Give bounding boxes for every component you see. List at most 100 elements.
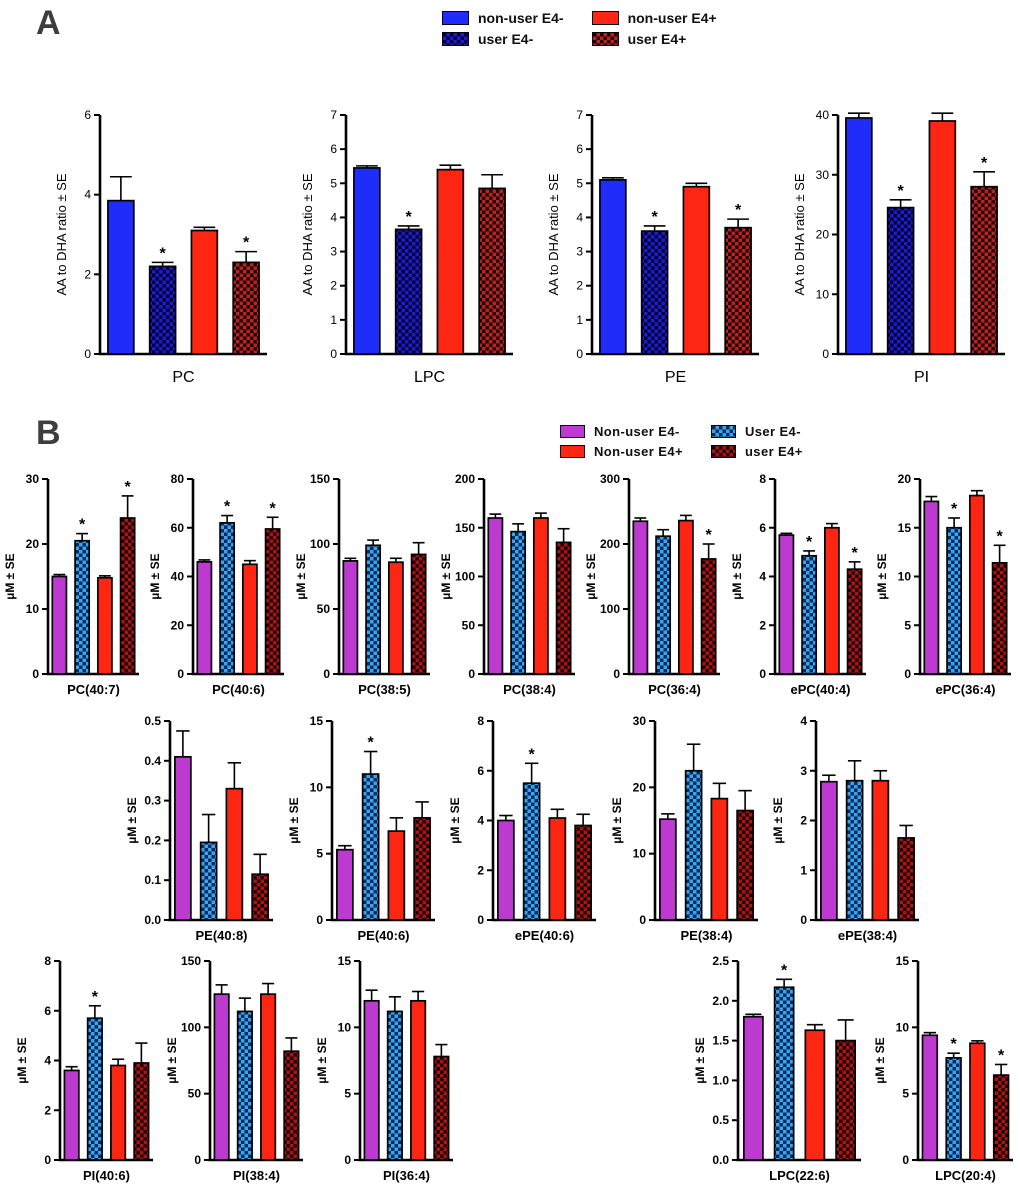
y-tick-label: 5 [904,618,911,632]
y-tick-label: 10 [898,570,912,584]
x-axis-label: LPC [414,369,445,386]
y-axis-label: µM ± SE [15,1037,29,1083]
chart-PE(38:4): 0 10 20 30 µM ± SE PE(38:4) [609,708,763,948]
y-tick-label: 5 [330,176,337,190]
y-tick-label: 6 [477,764,484,778]
y-axis-label: µM ± SE [771,797,785,843]
y-tick-label: 10 [26,602,40,616]
panel-b-charts-row3-left: 0 2 4 6 8 µM ± SE * PI(40:6) 0 50 100 150 µM ± SE PI(… [14,948,458,1188]
y-axis-label: µM ± SE [439,553,453,599]
chart-LPC: 0 1 2 3 4 5 6 7 AA to DHA ratio ± SE * LPC [300,102,518,390]
sig-asterisk: * [851,545,858,562]
y-axis-label: µM ± SE [693,1037,707,1083]
panel-a-label: A [36,4,61,42]
y-axis-label: µM ± SE [3,553,17,599]
y-tick-label: 4 [800,714,807,728]
bar-user E4+ [433,1055,450,1161]
bar-Non-user E4+ [823,526,840,675]
legend-item-user-e4neg-b: User E4- [710,424,803,439]
bar-Non-user E4- [921,1034,939,1161]
y-tick-label: 150 [181,954,201,968]
bar-user E4+ [897,837,915,921]
bar-Non-user E4- [51,575,68,675]
chart-svg-PC: 0 2 4 6 AA to DHA ratio ± SE * * PC [54,108,267,386]
sig-asterisk: * [781,962,788,979]
chart-PC(38:5): 0 50 100 150 µM ± SE PC(38:5) [293,466,435,702]
y-tick-label: 20 [898,472,912,486]
chart-PC: 0 2 4 6 AA to DHA ratio ± SE * * PC [54,102,272,390]
sig-asterisk: * [406,209,413,226]
y-axis-label: µM ± SE [448,797,462,843]
y-tick-label: 0 [639,913,646,927]
chart-LPC(22:6): 0.0 0.5 1.0 1.5 2.0 2.5 µM ± SE * LPC(22:6) [692,948,866,1188]
y-tick-label: 150 [455,521,475,535]
y-tick-label: 7 [576,108,583,122]
x-axis-label: ePC(36:4) [935,682,995,697]
y-tick-label: 100 [181,1020,201,1034]
y-tick-label: 4 [477,814,484,828]
bar-Non-user E4- [363,999,380,1161]
y-tick-label: 2 [44,1103,51,1117]
legend-label: User E4- [744,424,801,439]
y-tick-label: 50 [188,1087,202,1101]
sig-asterisk: * [243,235,250,252]
bar-Non-user E4+ [678,519,695,675]
y-tick-label: 2 [576,279,583,293]
y-tick-label: 0.1 [144,873,161,887]
bar-User E4- [219,522,236,675]
panel-b-charts-row3-right: 0.0 0.5 1.0 1.5 2.0 2.5 µM ± SE * LPC(22:6) 0 5 10 1… [692,948,1018,1188]
bar-User E4- [800,554,817,675]
y-tick-label: 5 [316,847,323,861]
y-tick-label: 300 [600,472,620,486]
chart-svg-PE(40:6): 0 5 10 15 µM ± SE * PE(40:6) [287,714,435,943]
legend-item-nonuser-e4neg-b: Non-user E4- [560,424,683,439]
sig-asterisk: * [735,202,742,219]
y-tick-label: 0 [468,667,475,681]
chart-PI(40:6): 0 2 4 6 8 µM ± SE * PI(40:6) [14,948,158,1188]
bar-Non-user E4- [778,534,794,675]
bar-Non-user E4- [497,819,515,921]
bar-User E4- [199,841,218,921]
y-tick-label: 0 [194,1153,201,1167]
y-tick-label: 2 [759,618,766,632]
chart-ePE(40:6): 0 2 4 6 8 µM ± SE * ePE(40:6) [447,708,601,948]
bar-user E4+ [232,261,260,355]
bar-User E4- [510,530,527,675]
y-tick-label: 0 [902,1153,909,1167]
bar-user E4+ [283,1050,300,1161]
x-axis-label: PE(38:4) [680,928,732,943]
bar-user E4+ [992,1074,1010,1161]
sig-asterisk: * [652,209,659,226]
bar-Non-user E4- [820,780,838,921]
chart-PC(40:7): 0 10 20 30 µM ± SE * * PC(40:7) [2,466,144,702]
bar-Non-user E4+ [710,797,728,921]
y-tick-label: 0 [576,347,583,361]
bar-User E4- [845,779,864,921]
y-tick-label: 0 [477,913,484,927]
panel-b-label: B [36,414,61,452]
bar-Non-user E4- [742,1015,764,1161]
y-axis-label: AA to DHA ratio ± SE [792,173,807,295]
legend-label: user E4- [478,31,534,47]
y-tick-label: 8 [477,714,484,728]
bar-user E4+ [835,1039,857,1161]
y-axis-label: µM ± SE [148,553,162,599]
y-tick-label: 1 [576,313,583,327]
chart-svg-ePE(40:6): 0 2 4 6 8 µM ± SE * ePE(40:6) [448,714,596,943]
bar-user E4+ [846,568,863,675]
x-axis-label: ePE(40:6) [515,928,574,943]
chart-svg-PC(36:4): 0 100 200 300 µM ± SE * PC(36:4) [584,472,721,697]
y-tick-label: 6 [84,108,91,122]
y-axis-label: µM ± SE [315,1037,329,1083]
legend-item-nonuser-e4neg-a: non-user E4- [442,10,564,26]
bar-Non-user E4+ [968,494,985,675]
x-axis-label: PE(40:6) [357,928,409,943]
y-tick-label: 0 [316,913,323,927]
sig-asterisk: * [160,245,167,262]
bar-user E4- [640,230,669,355]
panel-a-charts-row: 0 2 4 6 AA to DHA ratio ± SE * * PC 0 1 2 3 4 5 6 7 AA t… [54,102,1010,390]
bar-user E4+ [265,528,281,675]
bar-Non-user E4+ [804,1029,826,1161]
bar-Non-user E4- [342,560,358,675]
y-tick-label: 0 [44,1153,51,1167]
